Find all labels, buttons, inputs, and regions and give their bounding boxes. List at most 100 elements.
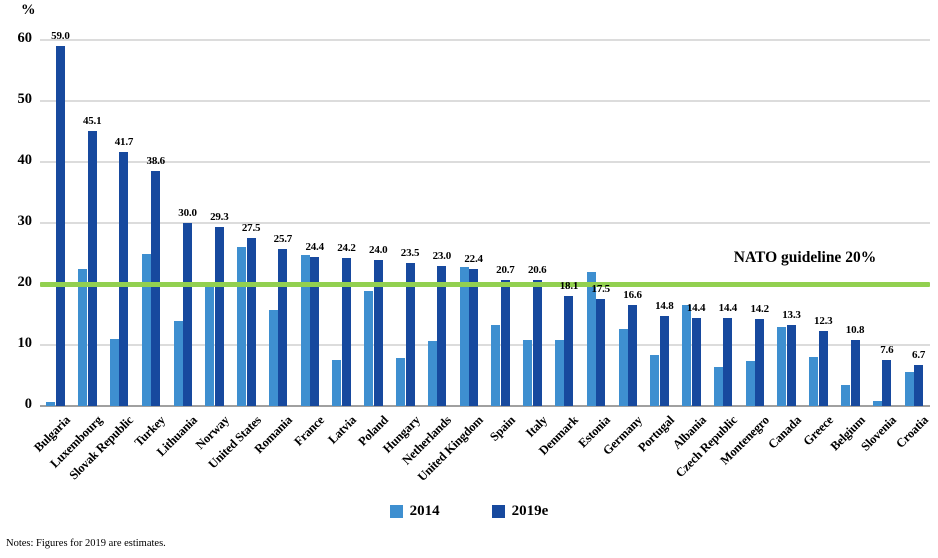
bar-2014-poland [364,290,374,406]
value-label-montenegro: 14.2 [750,303,769,316]
value-label-turkey: 38.6 [146,154,166,167]
legend-item-2019e: 2019e [491,503,548,520]
bar-2014-lithuania [173,320,183,406]
bar-2014-germany [618,328,628,406]
value-label-czech-republic: 14.4 [718,302,738,315]
bar-2019e-luxembourg [87,130,97,406]
bar-2014-greece [809,357,819,406]
value-label-denmark: 18.1 [559,279,579,292]
gridline-40 [40,161,930,163]
value-label-italy: 20.6 [527,264,547,277]
bar-2014-albania [682,304,692,406]
bar-2014-turkey [141,253,151,406]
bar-2014-luxembourg [78,268,88,406]
bar-2019e-hungary [405,262,415,406]
bar-2019e-united-kingdom [469,269,479,406]
value-label-estonia: 17.5 [591,283,611,296]
bar-2019e-portugal [659,315,669,406]
legend-label-2014: 2014 [409,503,440,519]
bar-2014-romania [268,310,278,406]
value-label-portugal: 14.8 [655,299,674,312]
bar-2019e-poland [373,259,383,406]
y-tick-50: 50 [17,91,33,107]
bar-2019e-netherlands [437,265,447,406]
value-label-lithuania: 30.0 [178,207,197,219]
y-tick-0: 0 [24,396,32,412]
value-label-luxembourg: 45.1 [82,114,102,127]
bar-2014-portugal [650,355,660,406]
bar-2019e-italy [532,280,542,406]
bar-2019e-germany [628,304,638,406]
bar-2019e-romania [278,249,288,406]
gridline-50 [40,100,930,102]
bar-2014-montenegro [745,361,755,406]
gridline-60 [40,39,930,41]
bar-2014-bulgaria [46,401,56,406]
bar-2014-czech-republic [713,366,723,406]
value-label-united-states: 27.5 [241,222,261,235]
y-axis-unit-label: % [21,2,36,18]
nato-guideline-label: NATO guideline 20% [733,249,877,266]
bar-2014-netherlands [427,341,437,406]
bar-2019e-spain [500,279,510,406]
bar-2019e-united-states [246,238,256,406]
value-label-norway: 29.3 [210,211,229,224]
bar-2019e-norway [214,227,224,406]
value-label-united-kingdom: 22.4 [464,253,483,266]
value-label-greece: 12.3 [814,314,833,327]
bar-2014-hungary [396,357,406,406]
legend-item-2014: 2014 [389,503,440,520]
bar-2019e-czech-republic [723,318,733,406]
value-label-slovenia: 7.6 [880,343,894,356]
bar-2019e-montenegro [755,319,765,406]
value-label-belgium: 10.8 [845,324,865,337]
bar-2014-estonia [586,271,596,406]
value-label-slovak-republic: 41.7 [114,135,134,148]
bar-2014-norway [205,285,215,406]
bar-2019e-estonia [596,299,606,406]
y-tick-30: 30 [17,213,33,229]
bar-2019e-france [310,257,320,406]
nato-guideline-line [40,281,930,287]
bar-2014-belgium [841,384,851,406]
value-label-germany: 16.6 [623,288,642,301]
bar-2019e-lithuania [183,223,193,406]
plot-area: 59.0 45.1 41.7 38.6 30.0 29.3 27.5 25.7 24.4 24.2… [40,30,930,407]
bar-2014-united-kingdom [459,266,469,406]
legend-swatch-2019e [491,505,505,518]
bar-2019e-turkey [151,170,161,406]
bar-2014-united-states [237,247,247,406]
bar-2019e-latvia [341,258,351,406]
bar-2019e-slovak-republic [119,151,129,406]
legend: 2014 2019e [0,503,938,520]
bar-2019e-greece [818,330,828,406]
bar-2014-denmark [554,339,564,406]
bar-2019e-belgium [850,340,860,406]
bar-2019e-albania [691,318,701,406]
value-label-albania: 14.4 [686,302,706,315]
value-label-hungary: 23.5 [400,246,420,259]
value-label-bulgaria: 59.0 [51,30,70,43]
bar-2014-italy [523,340,533,406]
value-label-canada: 13.3 [782,308,801,321]
y-tick-40: 40 [17,152,33,168]
bar-2014-slovak-republic [109,338,119,406]
bar-2019e-denmark [564,295,574,406]
value-label-croatia: 6.7 [912,349,926,362]
gridline-10 [40,344,930,346]
bar-2019e-canada [786,324,796,406]
bar-2019e-slovenia [882,359,892,406]
value-label-poland: 24.0 [369,243,388,256]
legend-swatch-2014 [389,505,403,518]
value-label-romania: 25.7 [273,233,293,246]
value-label-latvia: 24.2 [337,242,356,255]
bar-2014-france [300,255,310,406]
y-tick-20: 20 [17,274,33,290]
bar-2014-croatia [904,372,914,406]
gridline-30 [40,222,930,224]
bar-2014-slovenia [872,401,882,406]
bar-2014-latvia [332,360,342,406]
notes-text: Notes: Figures for 2019 are estimates. [6,538,166,549]
bar-2014-spain [491,324,501,406]
